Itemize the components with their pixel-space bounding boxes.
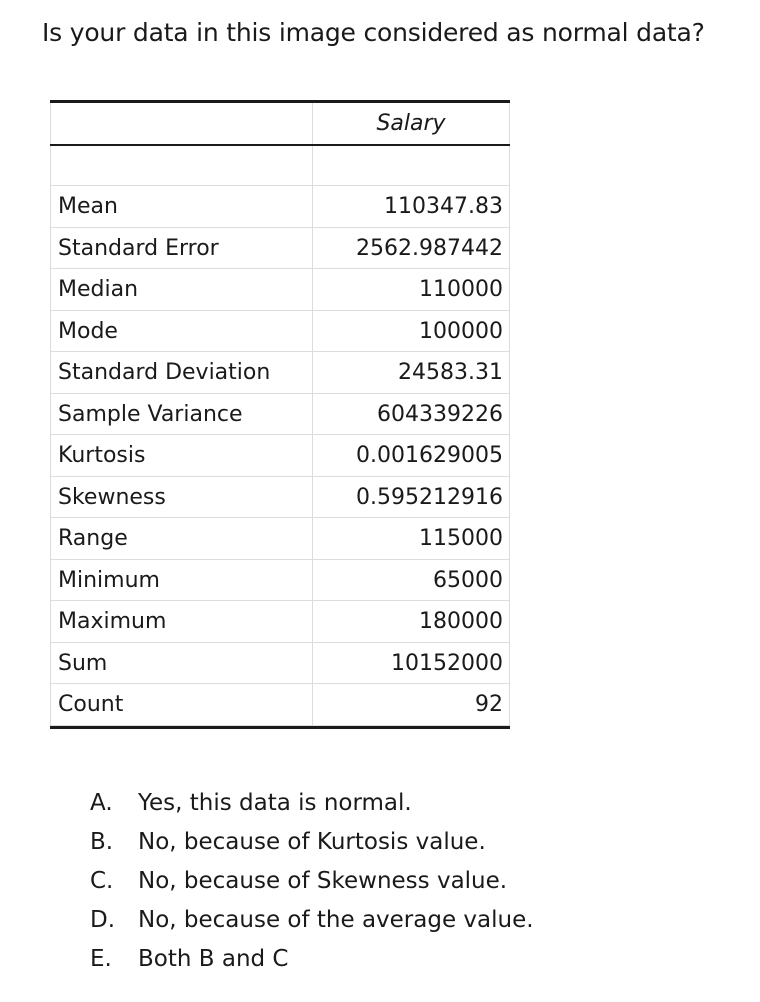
table-row: Range 115000 bbox=[50, 518, 510, 560]
column-header-salary: Salary bbox=[313, 103, 510, 144]
option-text: Both B and C bbox=[138, 946, 289, 972]
stat-value: 0.595212916 bbox=[313, 476, 510, 517]
table-row: Minimum 65000 bbox=[50, 559, 510, 601]
question-text: Is your data in this image considered as… bbox=[42, 18, 705, 47]
stat-label: Mode bbox=[50, 310, 313, 351]
stat-value: 604339226 bbox=[313, 393, 510, 434]
stat-label: Maximum bbox=[50, 601, 313, 642]
answer-option: A. Yes, this data is normal. bbox=[90, 784, 534, 823]
table-row: Standard Deviation 24583.31 bbox=[50, 352, 510, 394]
stat-label: Minimum bbox=[50, 559, 313, 600]
stat-label: Sample Variance bbox=[50, 393, 313, 434]
option-text: Yes, this data is normal. bbox=[138, 790, 412, 816]
table-row: Maximum 180000 bbox=[50, 601, 510, 643]
stat-value: 0.001629005 bbox=[313, 435, 510, 476]
table-blank-row bbox=[50, 146, 510, 186]
answer-options: A. Yes, this data is normal. B. No, because… bbox=[90, 784, 534, 979]
table-row: Count 92 bbox=[50, 684, 510, 726]
stat-value: 10152000 bbox=[313, 642, 510, 683]
stat-label: Kurtosis bbox=[50, 435, 313, 476]
table-row: Sample Variance 604339226 bbox=[50, 393, 510, 435]
option-text: No, because of the average value. bbox=[138, 907, 534, 933]
stat-label: Standard Deviation bbox=[50, 352, 313, 393]
table-row: Sum 10152000 bbox=[50, 642, 510, 684]
table-row: Standard Error 2562.987442 bbox=[50, 227, 510, 269]
stat-label: Sum bbox=[50, 642, 313, 683]
option-letter: A. bbox=[90, 790, 113, 816]
stat-label: Mean bbox=[50, 186, 313, 227]
table-body: Mean 110347.83 Standard Error 2562.987442 Me… bbox=[50, 186, 510, 726]
table-row: Skewness 0.595212916 bbox=[50, 476, 510, 518]
stat-label: Median bbox=[50, 269, 313, 310]
stat-label: Skewness bbox=[50, 476, 313, 517]
option-text: No, because of Kurtosis value. bbox=[138, 829, 486, 855]
answer-option: C. No, because of Skewness value. bbox=[90, 862, 534, 901]
table-row: Mode 100000 bbox=[50, 310, 510, 352]
table-row: Kurtosis 0.001629005 bbox=[50, 435, 510, 477]
answer-option: B. No, because of Kurtosis value. bbox=[90, 823, 534, 862]
descriptive-stats-table: Salary Mean 110347.83 Standard Error 2562.9… bbox=[50, 100, 510, 729]
answer-option: D. No, because of the average value. bbox=[90, 901, 534, 940]
option-text: No, because of Skewness value. bbox=[138, 868, 508, 894]
stat-value: 110347.83 bbox=[313, 186, 510, 227]
table-top-rule bbox=[50, 100, 510, 103]
stat-value: 110000 bbox=[313, 269, 510, 310]
table-header-rule bbox=[50, 144, 510, 146]
option-letter: C. bbox=[90, 868, 114, 894]
stat-value: 24583.31 bbox=[313, 352, 510, 393]
stat-label: Range bbox=[50, 518, 313, 559]
header-blank-cell bbox=[50, 103, 313, 144]
stat-value: 2562.987442 bbox=[313, 227, 510, 268]
answer-option: E. Both B and C bbox=[90, 940, 534, 979]
table-row: Median 110000 bbox=[50, 269, 510, 311]
stat-label: Count bbox=[50, 684, 313, 725]
stat-value: 92 bbox=[313, 684, 510, 725]
table-row: Mean 110347.83 bbox=[50, 186, 510, 228]
stat-value: 115000 bbox=[313, 518, 510, 559]
stat-value: 65000 bbox=[313, 559, 510, 600]
table-bottom-rule bbox=[50, 725, 510, 729]
option-letter: E. bbox=[90, 946, 112, 972]
stat-label: Standard Error bbox=[50, 227, 313, 268]
table-header-row: Salary bbox=[50, 103, 510, 144]
stat-value: 100000 bbox=[313, 310, 510, 351]
stat-value: 180000 bbox=[313, 601, 510, 642]
option-letter: D. bbox=[90, 907, 116, 933]
option-letter: B. bbox=[90, 829, 114, 855]
